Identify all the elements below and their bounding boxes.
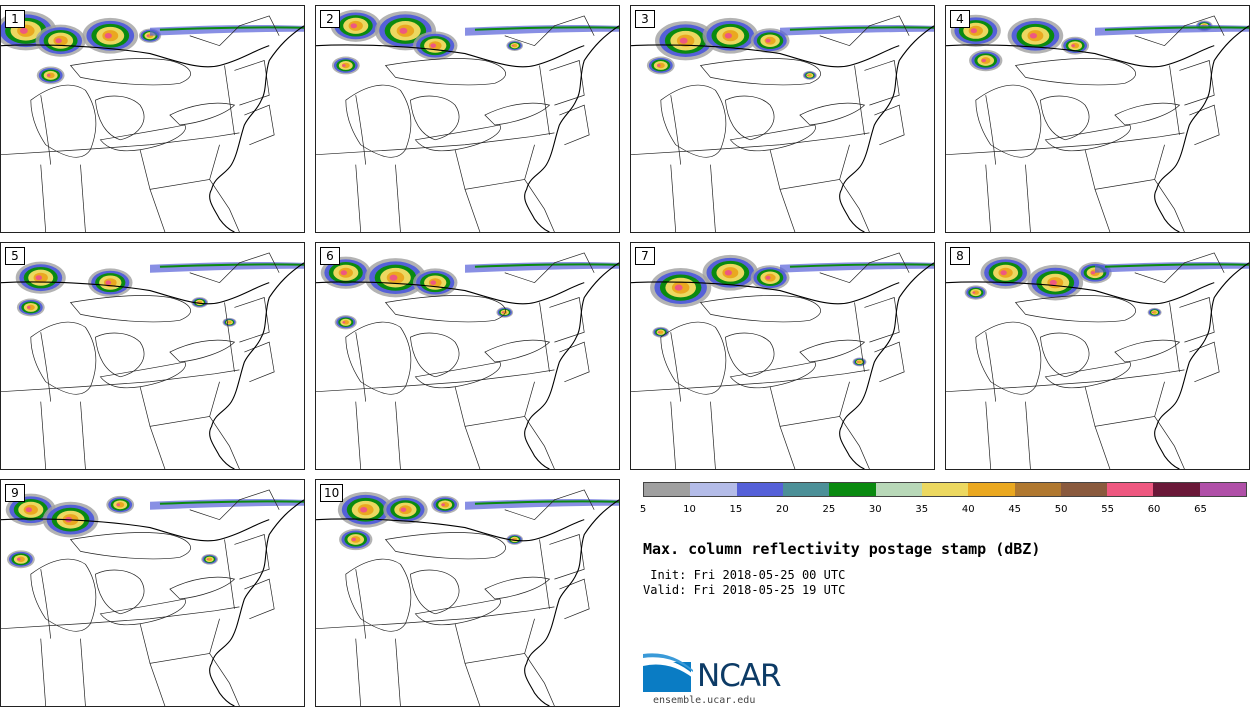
colorbar-ticks: 5 10 15 20 25 30 35 40 45 50 55 60 65	[639, 504, 1247, 518]
valid-time: Valid: Fri 2018-05-25 19 UTC	[643, 583, 846, 597]
map-image	[631, 6, 934, 232]
map-panel-5: 5	[0, 242, 305, 470]
colorbar-segment	[829, 483, 876, 496]
figure-title: Max. column reflectivity postage stamp (…	[643, 540, 1041, 558]
colorbar-segment	[968, 483, 1015, 496]
colorbar-segment	[1107, 483, 1154, 496]
map-panel-3: 3	[630, 5, 935, 233]
member-number-label: 7	[635, 247, 655, 265]
member-number-label: 10	[320, 484, 344, 502]
colorbar-segment	[1060, 483, 1108, 496]
reflectivity-colorbar	[643, 482, 1247, 497]
map-panel-4: 4	[945, 5, 1250, 233]
colorbar-tick-label: 60	[1147, 504, 1161, 515]
map-image	[946, 6, 1249, 232]
colorbar-tick-label: 50	[1054, 504, 1068, 515]
colorbar-segment	[1014, 483, 1061, 496]
ncar-logo-swoosh-icon	[643, 653, 693, 692]
colorbar-tick-label: 15	[729, 504, 743, 515]
colorbar-tick-label: 5	[639, 504, 647, 515]
colorbar-tick-label: 20	[776, 504, 789, 515]
map-panel-8: 8	[945, 242, 1250, 470]
ncar-logo: NCAR	[643, 652, 793, 696]
member-number-label: 9	[5, 484, 25, 502]
colorbar-segment	[921, 483, 969, 496]
map-panel-9: 9	[0, 479, 305, 707]
colorbar-tick-label: 40	[961, 504, 975, 515]
colorbar-segment	[1199, 483, 1247, 496]
map-image	[316, 6, 619, 232]
member-number-label: 2	[320, 10, 340, 28]
map-image	[631, 243, 934, 469]
member-number-label: 5	[5, 247, 25, 265]
colorbar-segment	[736, 483, 783, 496]
member-number-label: 1	[5, 10, 25, 28]
map-image	[1, 480, 304, 706]
map-panel-10: 10	[315, 479, 620, 707]
colorbar-tick-label: 25	[822, 504, 836, 515]
init-time: Init: Fri 2018-05-25 00 UTC	[643, 568, 846, 582]
map-image	[1, 243, 304, 469]
colorbar-segment	[875, 483, 922, 496]
map-panel-1: 1	[0, 5, 305, 233]
colorbar-tick-label: 55	[1101, 504, 1114, 515]
map-panel-7: 7	[630, 242, 935, 470]
colorbar-tick-label: 10	[683, 504, 696, 515]
map-image	[316, 480, 619, 706]
colorbar-segment	[644, 483, 691, 496]
colorbar-tick-label: 30	[868, 504, 882, 515]
member-number-label: 8	[950, 247, 970, 265]
colorbar-segment	[782, 483, 830, 496]
map-image	[316, 243, 619, 469]
map-panel-6: 6	[315, 242, 620, 470]
member-number-label: 6	[320, 247, 340, 265]
map-image	[1, 6, 304, 232]
website-url: ensemble.ucar.edu	[653, 695, 756, 706]
colorbar-segment	[690, 483, 737, 496]
time-info: Init: Fri 2018-05-25 00 UTC Valid: Fri 2…	[643, 568, 845, 598]
map-panel-2: 2	[315, 5, 620, 233]
member-number-label: 3	[635, 10, 655, 28]
colorbar-segment	[1153, 483, 1200, 496]
colorbar-tick-label: 35	[915, 504, 929, 515]
ncar-logo-text: NCAR	[697, 658, 782, 694]
map-image	[946, 243, 1249, 469]
member-number-label: 4	[950, 10, 970, 28]
colorbar-tick-label: 65	[1194, 504, 1207, 515]
colorbar-tick-label: 45	[1008, 504, 1022, 515]
